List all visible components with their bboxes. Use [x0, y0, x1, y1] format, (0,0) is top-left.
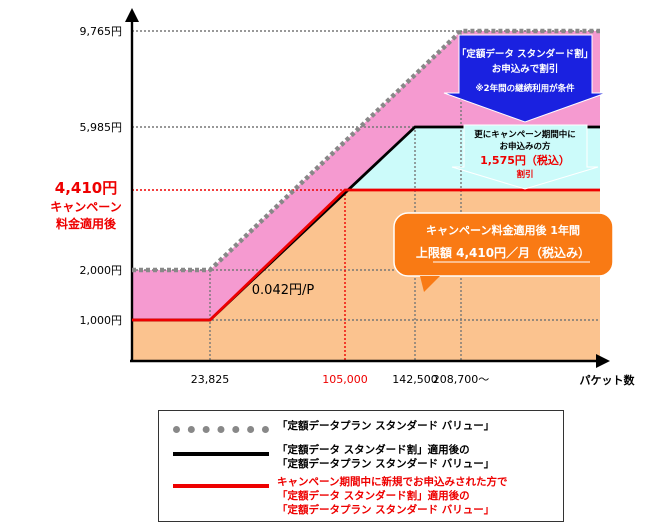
x-axis-label: パケット数 [580, 373, 636, 387]
series-line-0 [132, 28, 600, 273]
legend-label: 「定額データ スタンダード割」適用後の [277, 490, 470, 502]
blue-callout-text: ※2年間の継続利用が条件 [475, 83, 575, 94]
y-tick-label: 9,765円 [80, 25, 123, 38]
x-axis-arrowhead [596, 354, 610, 368]
legend-label: 「定額データプラン スタンダード バリュー」 [277, 458, 495, 470]
cyan-callout-text: 割引 [516, 169, 533, 180]
legend-label: 「定額データ スタンダード割」適用後の [277, 444, 470, 456]
legend-swatch-black [173, 452, 269, 456]
legend-label: キャンペーン期間中に新規でお申込みされた方で [277, 476, 508, 488]
campaign-value-label: 4,410円 [55, 179, 117, 197]
series-line-2 [132, 188, 600, 322]
legend-swatch-red [173, 484, 269, 488]
cyan-callout-text: 1,575円（税込） [480, 153, 570, 167]
orange-callout-tail [420, 276, 440, 292]
blue-arrow-callout [443, 34, 607, 123]
cyan-arrow-callout [451, 124, 599, 190]
legend-label: 「定額データプラン スタンダード バリュー」 [277, 504, 495, 516]
y-tick-label: 1,000円 [80, 314, 123, 327]
cyan-callout-text: お申込みの方 [499, 141, 551, 152]
slope-annotation: 0.042円/P [252, 283, 315, 298]
y-tick-label: 5,985円 [80, 121, 123, 134]
campaign-label-line: キャンペーン [50, 200, 121, 214]
legend: 「定額データプラン スタンダード バリュー」 「定額データ スタンダード割」適用… [158, 410, 564, 522]
axes [125, 8, 610, 368]
legend-label: 「定額データプラン スタンダード バリュー」 [277, 420, 495, 432]
x-tick-label: 142,500 [392, 373, 438, 386]
blue-callout-text: 「定額データ スタンダード割」 [457, 48, 593, 60]
x-tick-label: 23,825 [191, 373, 230, 386]
orange-callout-text: 上限額 4,410円／月（税込み） [416, 245, 590, 260]
axis-labels: 1,000円 2,000円 5,985円 9,765円 23,825 105,000 142… [50, 25, 635, 387]
orange-callout-text: キャンペーン料金適用後 1年間 [426, 223, 580, 237]
x-tick-label: 208,700～ [433, 373, 490, 386]
callouts [393, 34, 614, 292]
legend-swatch-dotted [173, 426, 269, 433]
x-tick-label: 105,000 [322, 373, 368, 386]
y-axis-arrowhead [125, 8, 139, 22]
cyan-callout-text: 更にキャンペーン期間中に [474, 129, 576, 140]
blue-callout-text: お申込みで割引 [492, 63, 559, 75]
y-tick-label: 2,000円 [80, 264, 123, 277]
orange-callout-box [393, 212, 614, 277]
campaign-label-line: 料金適用後 [56, 216, 117, 231]
